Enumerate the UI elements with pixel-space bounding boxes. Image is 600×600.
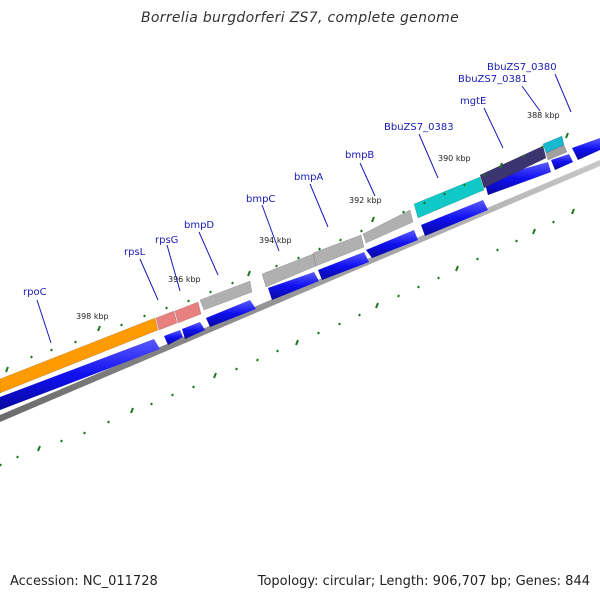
leader-line	[261, 204, 280, 252]
gene-label-rpsg: rpsG	[155, 235, 178, 246]
gene-bar-bbuzs7-0380	[545, 144, 568, 161]
cds-arrow	[0, 339, 160, 410]
gene-label-rpoc: rpoC	[23, 287, 47, 298]
tick-row-inner	[0, 208, 575, 467]
gene-bar-rpsl	[155, 310, 178, 331]
leader-line	[418, 133, 439, 179]
kbp-labels: 398 kbp 396 kbp 394 kbp 392 kbp 390 kbp …	[76, 111, 560, 321]
genome-title: Borrelia burgdorferi ZS7, complete genom…	[141, 10, 459, 26]
cds-arrow	[484, 162, 551, 195]
kbp-label: 398 kbp	[76, 312, 109, 321]
gene-label-bbuzs7-0383: BbuZS7_0383	[384, 122, 454, 133]
leader-line	[483, 107, 504, 149]
gene-label-mgte: mgtE	[460, 96, 486, 107]
leader-line	[359, 162, 376, 197]
leader-line	[198, 231, 219, 276]
gene-bar-rpoc	[0, 317, 159, 394]
gene-bar-bmpa	[312, 234, 365, 267]
cds-arrow	[551, 154, 573, 170]
kbp-label: 392 kbp	[349, 196, 382, 205]
kbp-label: 390 kbp	[438, 154, 471, 163]
leader-line	[36, 299, 52, 344]
cds-arrow	[572, 138, 600, 160]
genome-backbone	[0, 160, 600, 422]
gene-bar-bbuzs7-0383	[413, 176, 485, 219]
gene-label-rpsl: rpsL	[124, 247, 146, 258]
cds-arrow	[268, 272, 319, 300]
gene-bar-mgte	[479, 145, 547, 189]
cds-arrow	[206, 300, 256, 327]
kbp-label: 396 kbp	[168, 275, 201, 284]
genome-summary-text: Topology: circular; Length: 906,707 bp; …	[257, 574, 590, 589]
kbp-label: 388 kbp	[527, 111, 560, 120]
cds-track	[0, 138, 600, 410]
gene-label-bmpc: bmpC	[246, 194, 275, 205]
gene-label-bmpb: bmpB	[345, 150, 374, 161]
gene-labels: rpoC rpsL rpsG bmpD bmpC bmpA bmpB BbuZS…	[23, 62, 572, 344]
cds-arrow	[182, 322, 205, 339]
gene-bar-rpsg	[174, 301, 202, 324]
leader-line	[166, 244, 181, 292]
leader-line	[521, 85, 541, 112]
tick-row-outer	[5, 132, 569, 373]
gene-label-bbuzs7-0381: BbuZS7_0381	[458, 74, 528, 85]
cds-arrow	[421, 200, 488, 236]
gene-label-bmpd: bmpD	[184, 220, 214, 231]
cds-arrow	[366, 230, 418, 258]
gene-bar-bmpb	[362, 209, 414, 244]
leader-line	[554, 73, 572, 113]
cds-arrow	[318, 252, 369, 280]
accession-text: Accession: NC_011728	[10, 574, 158, 589]
gene-label-bbuzs7-0380: BbuZS7_0380	[487, 62, 557, 73]
leader-line	[309, 183, 329, 228]
cds-arrow	[164, 330, 183, 345]
gene-label-bmpa: bmpA	[294, 172, 323, 183]
gene-bar-bmpd	[199, 280, 253, 311]
leader-line	[139, 258, 159, 301]
gene-track	[0, 135, 568, 394]
